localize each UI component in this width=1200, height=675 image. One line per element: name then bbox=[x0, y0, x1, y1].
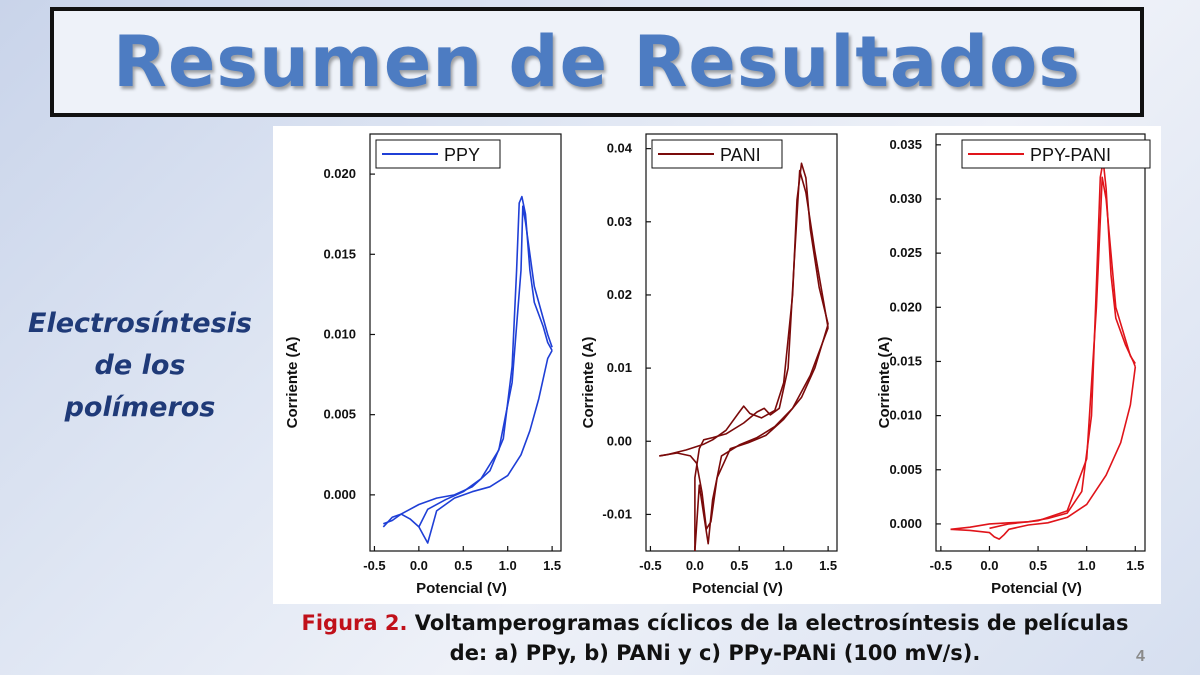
plot-frame bbox=[645, 133, 838, 552]
x-tick-label: -0.5 bbox=[363, 558, 385, 573]
x-tick-label: 1.0 bbox=[499, 558, 517, 573]
y-axis-title: Corriente (A) bbox=[284, 337, 301, 429]
y-tick-label: 0.01 bbox=[607, 360, 632, 375]
x-axis-title: Potencial (V) bbox=[416, 580, 507, 597]
caption-figure-label: Figura 2. bbox=[301, 611, 408, 635]
y-tick-label: 0.010 bbox=[889, 408, 922, 423]
side-label-line-3: polímeros bbox=[64, 392, 216, 423]
x-tick-label: 1.0 bbox=[1078, 558, 1096, 573]
y-tick-label: 0.015 bbox=[323, 246, 356, 261]
x-tick-label: 1.5 bbox=[819, 558, 837, 573]
y-tick-label: -0.01 bbox=[602, 506, 632, 521]
y-tick-label: 0.025 bbox=[889, 245, 922, 260]
series-line-pani bbox=[659, 162, 829, 457]
y-tick-label: 0.000 bbox=[323, 487, 356, 502]
x-tick-label: 1.5 bbox=[543, 558, 561, 573]
y-tick-label: 0.010 bbox=[323, 326, 356, 341]
series-line-pani bbox=[694, 327, 829, 552]
title-box: Resumen de Resultados bbox=[50, 7, 1144, 117]
y-tick-label: 0.000 bbox=[889, 516, 922, 531]
y-axis-title: Corriente (A) bbox=[876, 337, 893, 429]
series-line-ppy bbox=[382, 350, 553, 544]
series-line-ppy bbox=[383, 195, 553, 525]
side-label-line-2: de los bbox=[94, 350, 186, 381]
y-tick-label: 0.035 bbox=[889, 137, 922, 152]
y-tick-label: 0.020 bbox=[323, 166, 356, 181]
y-axis-title: Corriente (A) bbox=[580, 337, 597, 429]
series-line-pani bbox=[659, 323, 829, 530]
x-tick-label: -0.5 bbox=[930, 558, 952, 573]
x-tick-label: 0.0 bbox=[686, 558, 704, 573]
y-tick-label: 0.005 bbox=[889, 462, 922, 477]
x-tick-label: 0.5 bbox=[730, 558, 748, 573]
y-tick-label: 0.015 bbox=[889, 353, 922, 368]
x-tick-label: 0.5 bbox=[1029, 558, 1047, 573]
series-line-pani bbox=[694, 169, 829, 551]
x-axis-title: Potencial (V) bbox=[991, 580, 1082, 597]
x-tick-label: 1.5 bbox=[1126, 558, 1144, 573]
slide-title: Resumen de Resultados bbox=[113, 21, 1081, 103]
chart-ppy-pani: -0.5 0.0 0.5 1.0 1.5 0.000 0.005 0.010 0.015 0.02… bbox=[876, 133, 1151, 597]
side-label-line-1: Electrosíntesis bbox=[28, 308, 252, 339]
figure-area: -0.5 0.0 0.5 1.0 1.5 0.000 0.005 0.010 0.015 0.02… bbox=[273, 126, 1161, 604]
x-tick-label: 0.5 bbox=[454, 558, 472, 573]
legend-box bbox=[651, 139, 783, 169]
x-tick-label: 0.0 bbox=[410, 558, 428, 573]
legend-label: PPY-PANI bbox=[1030, 145, 1111, 165]
y-tick-label: 0.030 bbox=[889, 191, 922, 206]
side-label: Electrosíntesis de los polímeros bbox=[8, 303, 272, 429]
plot-frame bbox=[369, 133, 562, 552]
caption-text-line-1: Voltamperogramas cíclicos de la electros… bbox=[407, 611, 1129, 635]
y-tick-label: 0.00 bbox=[607, 433, 632, 448]
y-tick-label: 0.03 bbox=[607, 214, 632, 229]
figure-caption: Figura 2. Voltamperogramas cíclicos de l… bbox=[275, 608, 1155, 668]
x-tick-label: 0.0 bbox=[980, 558, 998, 573]
caption-text-line-2: de: a) PPy, b) PANi y c) PPy-PANi (100 m… bbox=[449, 641, 981, 665]
y-tick-label: 0.02 bbox=[607, 287, 632, 302]
series-line-ppy bbox=[418, 205, 553, 528]
series-line-ppy-pani bbox=[989, 176, 1136, 530]
x-tick-label: 1.0 bbox=[775, 558, 793, 573]
chart-ppy: -0.5 0.0 0.5 1.0 1.5 0.000 0.005 0.010 0.015 0.02… bbox=[284, 133, 562, 597]
x-tick-label: -0.5 bbox=[639, 558, 661, 573]
legend-label: PPY bbox=[444, 145, 480, 165]
legend-label: PANI bbox=[720, 145, 761, 165]
chart-pani: -0.5 0.0 0.5 1.0 1.5 -0.01 0.00 0.01 0.02 0.03 0.0… bbox=[580, 133, 838, 597]
y-tick-label: 0.04 bbox=[607, 141, 633, 156]
slide-number: 4 bbox=[1136, 648, 1145, 665]
y-tick-label: 0.020 bbox=[889, 299, 922, 314]
series-line-ppy-pani bbox=[950, 366, 1137, 540]
x-axis-title: Potencial (V) bbox=[692, 580, 783, 597]
y-tick-label: 0.005 bbox=[323, 407, 356, 422]
plot-frame bbox=[935, 133, 1146, 552]
